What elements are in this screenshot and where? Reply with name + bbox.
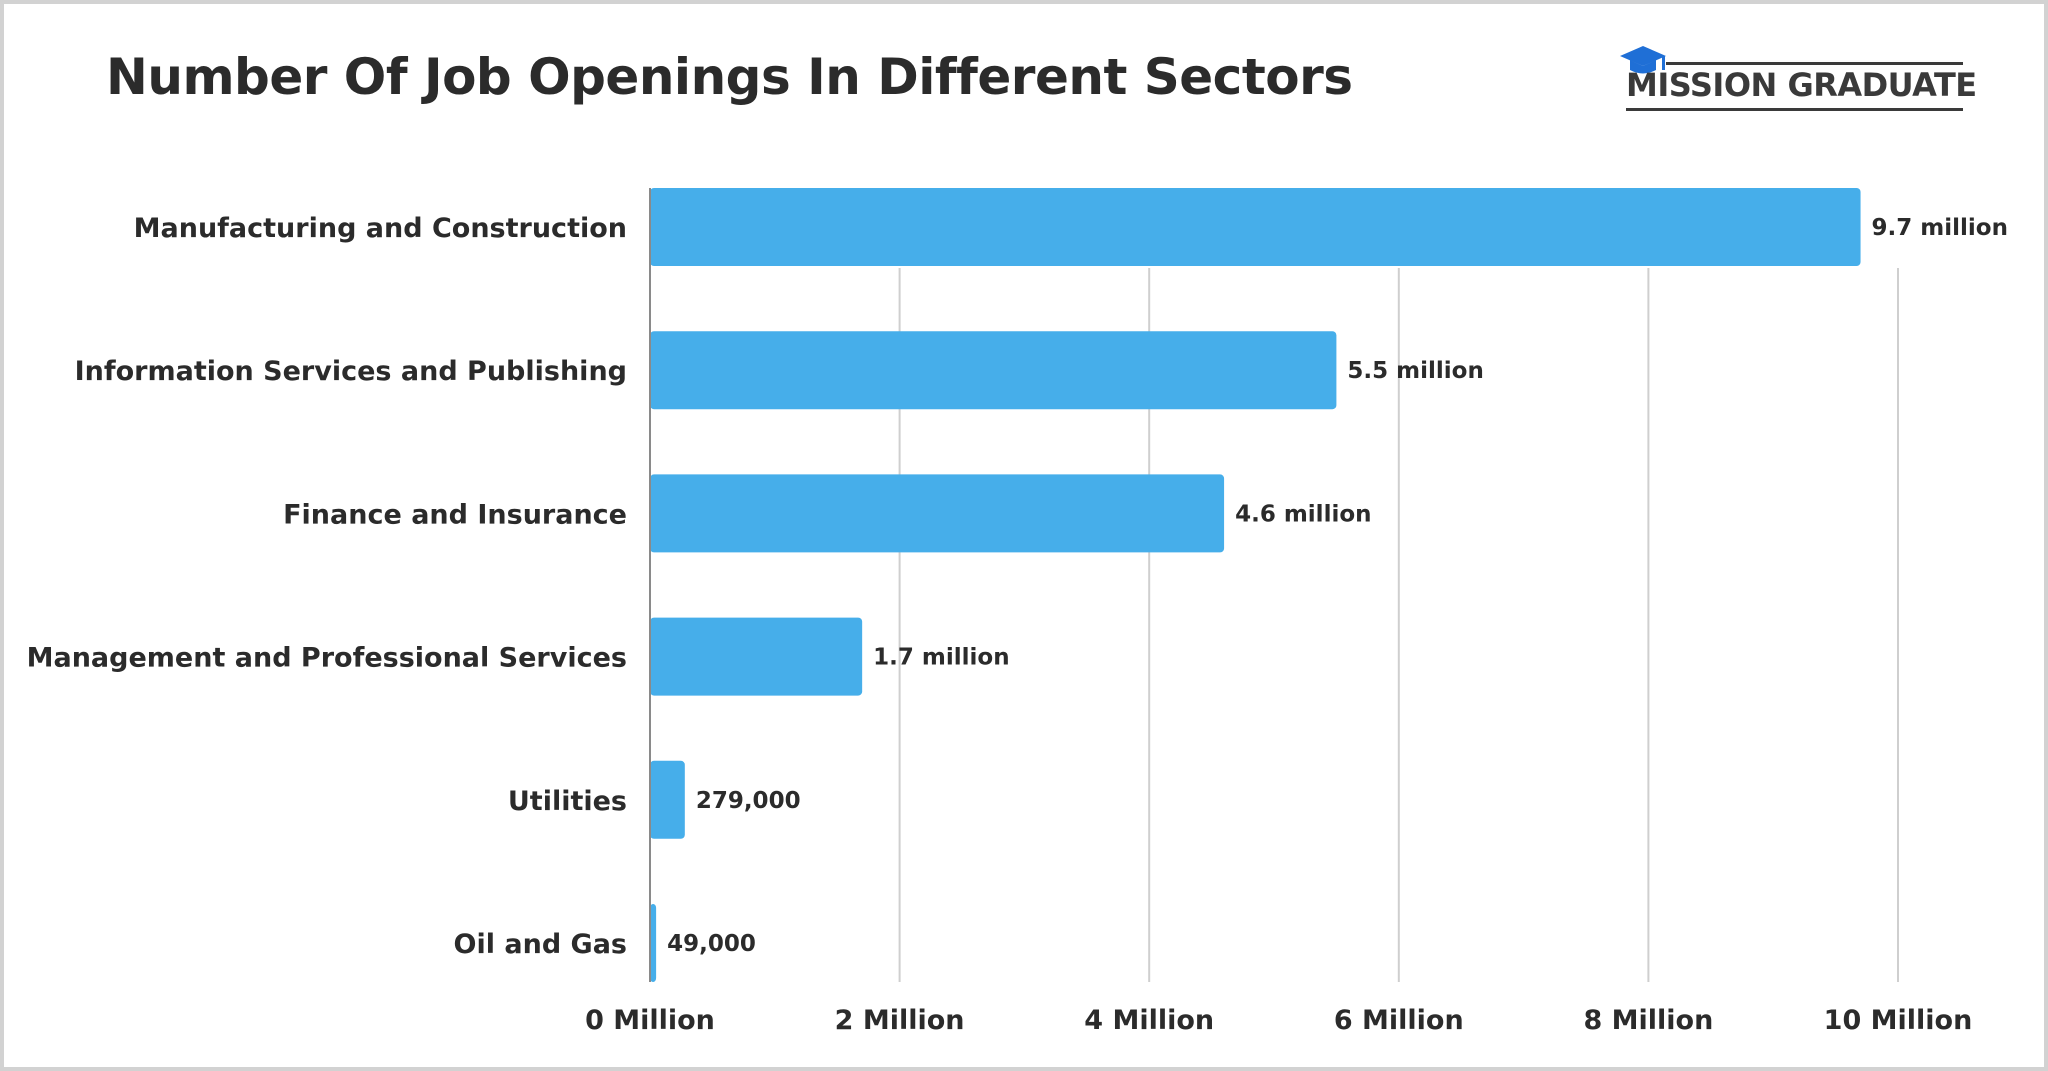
logo-rule-bottom [1626,108,1963,111]
bar [650,331,1337,410]
data-label: 5.5 million [1347,358,1483,384]
category-label: Information Services and Publishing [75,356,627,387]
x-tick-label: 0 Million [585,1005,715,1036]
bars [650,188,1861,982]
data-label: 4.6 million [1235,501,1371,527]
x-tick-label: 10 Million [1824,1005,1973,1036]
category-label: Management and Professional Services [27,643,627,674]
data-labels: 9.7 million 5.5 million 4.6 million 1.7 mil… [667,215,2008,957]
x-tick-label: 2 Million [835,1005,965,1036]
category-label: Manufacturing and Construction [134,213,627,244]
data-label: 9.7 million [1872,215,2008,241]
chart-title: Number Of Job Openings In Different Sect… [106,48,1353,106]
data-label: 1.7 million [873,645,1009,671]
data-label: 49,000 [667,931,756,957]
logo-text: MISSION GRADUATE [1626,66,1977,104]
x-tick-label: 6 Million [1334,1005,1464,1036]
category-labels: Manufacturing and Construction Informatio… [27,213,627,960]
bar [650,474,1225,553]
logo-rule-top [1666,62,1963,65]
graduation-cap-icon [1620,46,1666,74]
category-label: Utilities [508,786,627,817]
x-axis-tick-labels: 0 Million 2 Million 4 Million 6 Million 8 Mi… [585,1005,1972,1036]
bar [650,760,685,839]
bar [650,188,1861,266]
x-tick-label: 4 Million [1084,1005,1214,1036]
bar [650,904,657,982]
category-label: Finance and Insurance [283,499,627,530]
x-tick-label: 8 Million [1583,1005,1713,1036]
brand-logo: MISSION GRADUATE [1618,44,1977,114]
bar [650,617,863,696]
data-label: 279,000 [696,788,801,814]
category-label: Oil and Gas [454,929,627,960]
